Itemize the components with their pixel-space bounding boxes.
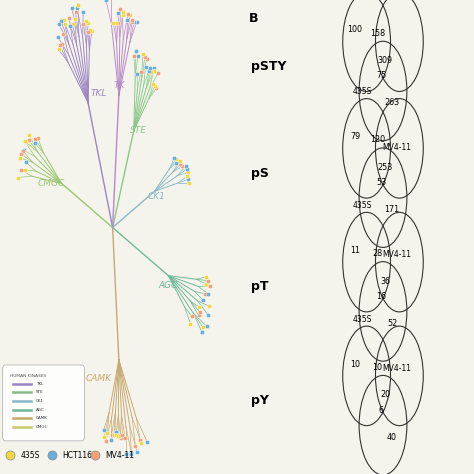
Text: STE: STE bbox=[36, 391, 44, 394]
Text: pY: pY bbox=[251, 394, 269, 407]
Text: 171: 171 bbox=[384, 205, 400, 214]
Text: 6: 6 bbox=[379, 406, 383, 414]
Text: CAMK: CAMK bbox=[36, 416, 48, 420]
Text: CK1: CK1 bbox=[36, 399, 44, 403]
Text: pS: pS bbox=[251, 166, 269, 180]
Text: 253: 253 bbox=[378, 163, 393, 172]
Text: 20: 20 bbox=[380, 391, 390, 399]
FancyBboxPatch shape bbox=[2, 365, 84, 441]
Text: 36: 36 bbox=[380, 277, 390, 285]
Text: 10: 10 bbox=[372, 363, 383, 372]
Text: 16: 16 bbox=[376, 292, 386, 301]
Text: 53: 53 bbox=[376, 178, 386, 187]
Text: AGC: AGC bbox=[36, 408, 45, 411]
Text: 158: 158 bbox=[370, 29, 385, 37]
Text: pT: pT bbox=[251, 280, 269, 293]
Text: 263: 263 bbox=[384, 99, 400, 107]
Text: MV4-11: MV4-11 bbox=[382, 364, 411, 373]
Text: 10: 10 bbox=[350, 360, 360, 368]
Text: CMGC: CMGC bbox=[38, 179, 65, 188]
Text: 435S: 435S bbox=[352, 87, 372, 96]
Text: CAMK: CAMK bbox=[85, 374, 111, 383]
Text: 11: 11 bbox=[350, 246, 360, 255]
Text: 28: 28 bbox=[372, 249, 383, 258]
Text: B: B bbox=[249, 12, 258, 25]
Text: 52: 52 bbox=[387, 319, 397, 328]
Text: 40: 40 bbox=[387, 433, 397, 441]
Text: MV4-11: MV4-11 bbox=[382, 143, 411, 152]
Text: 309: 309 bbox=[378, 56, 393, 65]
Text: 435S: 435S bbox=[20, 451, 40, 459]
Text: HUMAN KINASES: HUMAN KINASES bbox=[10, 374, 46, 378]
Text: 435S: 435S bbox=[352, 315, 372, 324]
Text: AGC: AGC bbox=[159, 281, 178, 290]
Text: 100: 100 bbox=[347, 26, 363, 34]
Text: STE: STE bbox=[130, 127, 147, 136]
Text: TK: TK bbox=[113, 82, 125, 91]
Text: TKL: TKL bbox=[90, 89, 107, 98]
Text: 120: 120 bbox=[370, 136, 385, 144]
Text: HCT116: HCT116 bbox=[63, 451, 93, 459]
Text: 79: 79 bbox=[350, 132, 360, 141]
Text: 435S: 435S bbox=[352, 201, 372, 210]
Text: TKL: TKL bbox=[36, 382, 43, 386]
Text: 75: 75 bbox=[376, 72, 386, 80]
Text: pSTY: pSTY bbox=[251, 60, 286, 73]
Text: CMGC: CMGC bbox=[36, 425, 48, 428]
Text: MV4-11: MV4-11 bbox=[382, 250, 411, 259]
Text: MV4-11: MV4-11 bbox=[105, 451, 134, 459]
Text: CK1: CK1 bbox=[148, 191, 166, 201]
